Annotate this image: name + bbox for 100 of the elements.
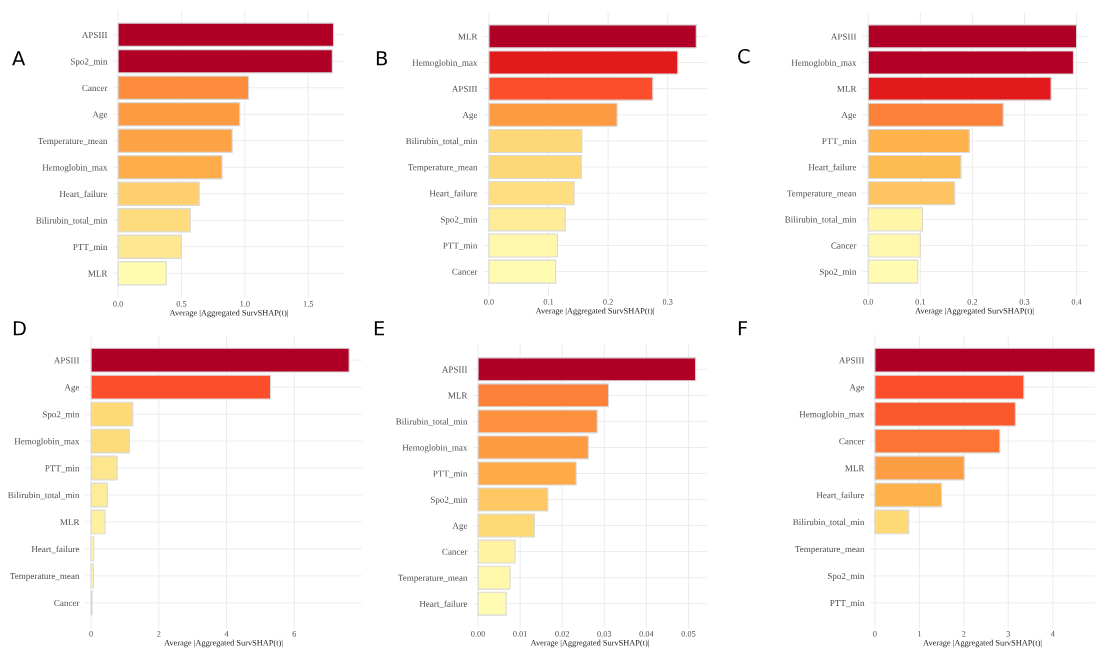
- x-tick-label: 0.4: [1071, 299, 1082, 305]
- y-tick-label: Spo2_min: [827, 573, 865, 581]
- x-tick-label: 6: [292, 631, 297, 637]
- y-tick-label: Temperature_mean: [38, 137, 108, 146]
- x-axis-title: Average |Aggregated SurvSHAP(t)|: [164, 639, 283, 648]
- x-tick-label: 2: [157, 631, 161, 637]
- y-tick-label: MLR: [448, 392, 468, 399]
- bar: [477, 591, 507, 616]
- y-tick-label: Heart_failure: [31, 545, 80, 554]
- y-tick-label: APSIII: [838, 357, 865, 364]
- x-tick-label: 4: [1050, 631, 1055, 637]
- bar: [867, 181, 956, 206]
- bar: [488, 102, 618, 127]
- x-tick-label: 0.3: [662, 299, 673, 305]
- y-tick-label: Hemoglobin_max: [791, 59, 857, 68]
- x-axis-title: Average |Aggregated SurvSHAP(t)|: [169, 309, 288, 318]
- bar: [874, 428, 1001, 454]
- bar: [874, 401, 1016, 427]
- chart-title: D: [13, 321, 26, 336]
- x-tick-label: 0.1: [915, 299, 926, 305]
- y-tick-label: Age: [64, 384, 80, 393]
- x-tick-label: 0.5: [176, 301, 187, 307]
- x-tick-label: 4: [224, 631, 229, 637]
- x-tick-label: 0.04: [639, 631, 654, 637]
- x-tick-label: 2: [962, 631, 966, 637]
- bar: [477, 357, 697, 382]
- y-tick-label: APSIII: [451, 85, 478, 92]
- y-tick-label: Cancer: [452, 268, 478, 275]
- y-tick-label: Hemoglobin_max: [42, 164, 108, 173]
- bar: [874, 509, 910, 535]
- bar: [117, 22, 335, 47]
- y-tick-label: Spo2_min: [70, 58, 108, 67]
- y-tick-label: Age: [841, 111, 857, 120]
- y-tick-label: Bilirubin_total_min: [395, 418, 468, 426]
- y-tick-label: MLR: [837, 85, 857, 92]
- x-tick-label: 0.2: [967, 299, 978, 305]
- bar: [867, 155, 962, 180]
- y-tick-label: Hemoglobin_max: [14, 437, 80, 447]
- y-tick-label: Heart_failure: [429, 189, 478, 198]
- bar: [90, 374, 272, 400]
- y-tick-label: Hemoglobin_max: [799, 410, 865, 420]
- y-tick-label: PTT_min: [822, 138, 857, 146]
- x-tick-label: 0.01: [513, 631, 527, 637]
- y-tick-label: MLR: [458, 33, 478, 40]
- bar: [90, 509, 106, 535]
- y-tick-label: Age: [92, 111, 108, 120]
- chart-title: E: [374, 321, 385, 336]
- y-tick-label: Spo2_min: [819, 268, 857, 277]
- x-tick-label: 0.1: [543, 299, 554, 305]
- x-tick-label: 0: [89, 631, 93, 637]
- y-tick-label: Spo2_min: [430, 496, 468, 505]
- y-tick-label: Cancer: [831, 242, 857, 249]
- y-tick-label: MLR: [60, 519, 80, 526]
- bar: [117, 261, 167, 286]
- bar: [90, 536, 95, 562]
- y-tick-label: Hemoglobin_max: [402, 444, 468, 453]
- x-tick-label: 0.05: [681, 631, 696, 637]
- y-tick-label: Cancer: [442, 548, 468, 555]
- y-tick-label: PTT_min: [830, 599, 865, 608]
- y-tick-label: Temperature_mean: [10, 573, 80, 581]
- y-tick-label: Bilirubin_total_min: [7, 491, 80, 500]
- bar: [90, 563, 95, 589]
- y-tick-label: Temperature_mean: [408, 164, 478, 173]
- x-tick-label: 0.0: [113, 301, 123, 307]
- x-tick-label: 0.0: [484, 299, 494, 305]
- bar: [90, 347, 350, 373]
- bar: [874, 347, 1095, 373]
- bar: [867, 207, 923, 232]
- x-tick-label: 1: [918, 631, 921, 637]
- y-tick-label: Bilirubin_total_min: [784, 216, 857, 224]
- bar: [488, 181, 575, 206]
- text: B: [376, 51, 387, 66]
- x-tick-label: 1.5: [303, 301, 314, 307]
- bar: [488, 76, 654, 101]
- text: A: [12, 51, 26, 66]
- x-tick-label: 0: [873, 631, 877, 637]
- x-tick-label: 0.03: [597, 631, 612, 637]
- y-tick-label: Temperature_mean: [398, 574, 468, 583]
- y-tick-label: Heart_failure: [816, 491, 865, 500]
- y-tick-label: MLR: [88, 270, 108, 277]
- bar: [867, 102, 1004, 127]
- y-tick-label: Spo2_min: [42, 411, 80, 420]
- x-tick-label: 1.0: [240, 301, 250, 307]
- y-tick-label: PTT_min: [45, 465, 80, 473]
- y-tick-label: Hemoglobin_max: [412, 59, 478, 68]
- x-axis-title: Average |Aggregated SurvSHAP(t)|: [915, 307, 1034, 316]
- bar: [477, 383, 610, 408]
- x-axis-title: Average |Aggregated SurvSHAP(t)|: [923, 639, 1042, 648]
- bar: [874, 374, 1025, 400]
- y-tick-label: PTT_min: [433, 470, 468, 478]
- bar: [477, 565, 511, 590]
- bar: [867, 128, 970, 153]
- y-tick-label: Cancer: [54, 599, 80, 607]
- x-tick-label: 0.00: [471, 631, 486, 637]
- y-tick-label: APSIII: [441, 366, 468, 373]
- y-tick-label: Temperature_mean: [795, 546, 865, 554]
- y-tick-label: Heart_failure: [419, 600, 468, 608]
- bar: [867, 76, 1052, 101]
- y-tick-label: Cancer: [82, 84, 108, 91]
- bar: [488, 155, 582, 180]
